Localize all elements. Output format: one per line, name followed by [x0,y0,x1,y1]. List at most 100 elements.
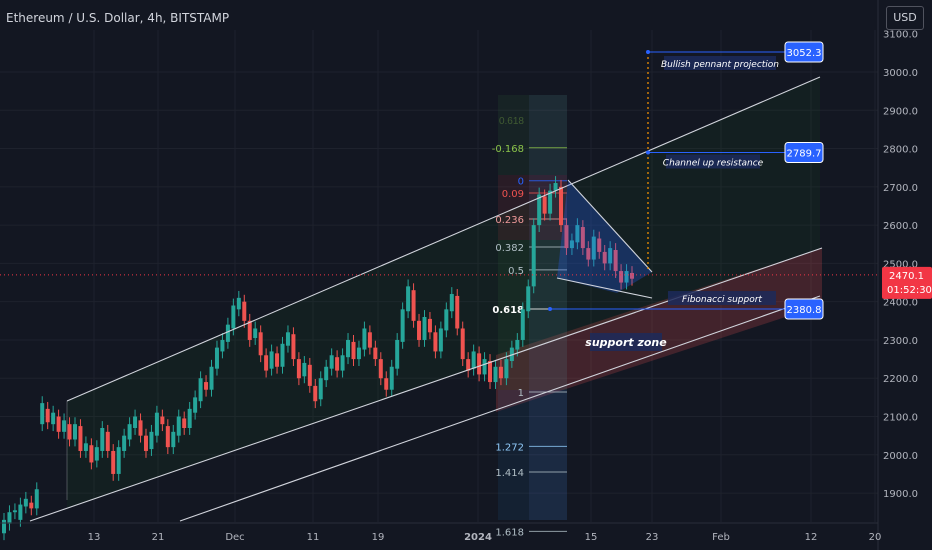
candle [493,366,498,383]
candle [324,366,329,381]
candle [220,339,225,352]
channel-lower-line[interactable] [179,295,821,522]
candle [329,355,334,369]
x-tick-label: 20 [869,532,882,543]
y-tick-label: 1900.0 [883,489,918,500]
candle [569,240,574,249]
projection-label-bg [664,55,776,70]
candle [242,301,247,321]
x-tick-label: 15 [585,532,598,543]
fib-band-low [498,390,567,520]
annotations[interactable]: Bullish pennant projection Channel up res… [548,41,824,351]
support-zone-label[interactable]: support zone [585,336,667,349]
projection-price: 3052.3 [787,48,822,59]
y-tick-label: 2300.0 [883,336,918,347]
candle [111,450,116,474]
y-tick-label: 2000.0 [883,451,918,462]
candle [12,510,17,513]
candle [193,397,198,413]
y-tick-label: 2100.0 [883,413,918,424]
resistance-price-box[interactable] [784,142,824,164]
candle [187,408,192,429]
y-tick-label: 3100.0 [883,30,918,41]
candle [7,512,12,524]
candle [116,447,121,474]
x-tick-label: 13 [88,532,101,543]
candle [580,227,585,249]
currency-button[interactable]: USD [886,6,924,30]
resistance-label[interactable]: Channel up resistance [663,159,764,169]
candle [231,305,236,329]
y-tick-label: 2700.0 [883,183,918,194]
grid [0,30,878,522]
candle [94,447,99,461]
candle [176,416,181,436]
candle [133,416,138,429]
candle [351,341,356,360]
candle [302,362,307,377]
annotation-point [548,307,552,312]
support-zone-fill [496,248,822,412]
pennant-lower-line[interactable] [556,277,653,299]
candle [62,420,67,432]
candle [400,309,405,342]
candle [602,251,607,264]
pennant-upper-line[interactable] [567,179,653,273]
candle [264,355,269,371]
candle [296,359,301,379]
candle [417,320,422,340]
fibonacci-retracement[interactable]: 0.618 -0.168 00.09 0.236 0.382 0.5 0.618 1 1.272… [492,95,567,538]
candle [542,196,547,214]
candle [67,424,72,440]
y-tick-label: 2900.0 [883,106,918,117]
candle [198,378,203,402]
candle [564,225,569,249]
candle [275,353,280,367]
candle [247,320,252,340]
fib-label: 1.414 [495,468,524,479]
candle [307,364,312,386]
candle [378,359,383,379]
candle [427,318,432,333]
candle [225,324,230,342]
candle [40,403,45,425]
candle [2,519,6,534]
candle [449,294,454,312]
candle [411,290,416,321]
candle [122,435,127,451]
fib-label: 0.618 [492,305,524,316]
candle [613,250,618,272]
candles [2,176,634,541]
fib-support-label[interactable]: Fibonacci support [682,295,762,305]
candle [466,359,471,371]
y-tick-label: 2800.0 [883,145,918,156]
y-tick-label: 3000.0 [883,68,918,79]
resistance-price: 2789.7 [787,149,822,160]
projection-price-box[interactable] [784,41,824,63]
candle [438,328,443,352]
candle [537,194,542,226]
candle [340,355,345,371]
candle [559,186,564,226]
y-tick-label: 2200.0 [883,374,918,385]
x-tick-label: Dec [225,532,244,543]
candle [89,445,94,463]
fib-band-top [498,95,567,175]
candle [291,334,296,360]
x-tick-label: 11 [307,532,320,543]
channel-upper-line[interactable] [66,76,821,402]
candle [460,328,465,360]
candle [591,236,596,260]
fib-label: 0.382 [495,243,524,254]
candle [51,412,56,425]
projection-label[interactable]: Bullish pennant projection [661,60,779,70]
fib-label: 0.618 [499,116,524,127]
current-price-badge [882,266,932,299]
candle [367,332,372,348]
x-tick-label: 2024 [464,532,492,543]
fib-support-price-box[interactable] [784,298,824,320]
candle [586,248,591,260]
candle [285,332,290,346]
